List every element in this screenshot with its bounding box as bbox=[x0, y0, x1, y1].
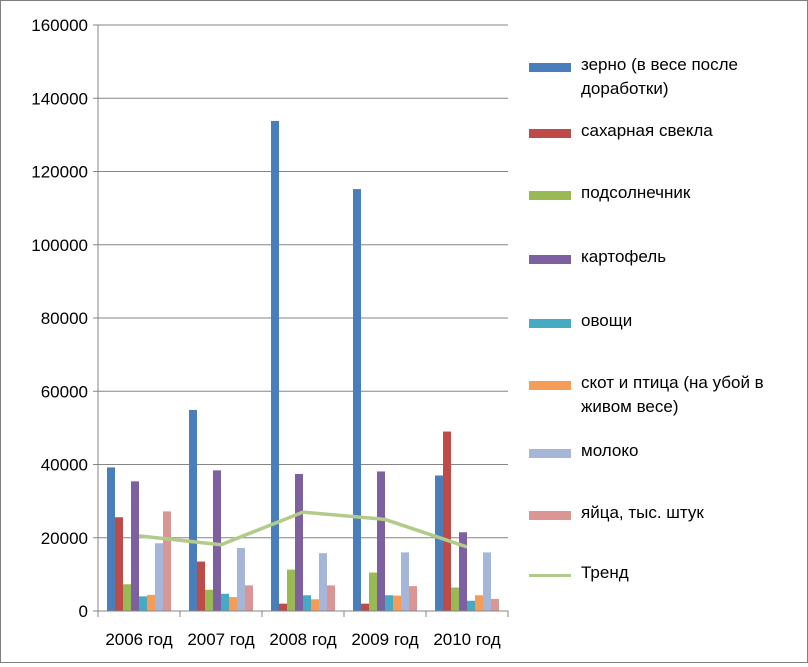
x-tick-label: 2006 год bbox=[105, 630, 172, 649]
bar bbox=[147, 594, 155, 611]
bar bbox=[279, 603, 287, 611]
trend-layer bbox=[138, 510, 468, 549]
legend-item: сахарная свекла bbox=[529, 119, 796, 143]
legend-item: молоко bbox=[529, 439, 796, 463]
y-tick-label: 160000 bbox=[31, 16, 88, 35]
x-tick-label: 2008 год bbox=[269, 630, 336, 649]
bar bbox=[123, 584, 131, 611]
bar bbox=[245, 585, 253, 611]
legend-item: яйца, тыс. штук bbox=[529, 501, 796, 525]
bar bbox=[377, 471, 385, 611]
legend-swatch bbox=[529, 191, 571, 200]
legend-label: Тренд bbox=[581, 563, 629, 582]
bar bbox=[107, 467, 115, 611]
bar bbox=[237, 548, 245, 611]
legend-swatch bbox=[529, 63, 571, 72]
legend-swatch bbox=[529, 449, 571, 458]
legend-label: овощи bbox=[581, 311, 633, 330]
y-tick-label: 120000 bbox=[31, 163, 88, 182]
y-tick-label: 20000 bbox=[41, 529, 88, 548]
bar bbox=[115, 517, 123, 611]
bar bbox=[443, 431, 451, 611]
bar bbox=[131, 481, 139, 611]
bar bbox=[319, 553, 327, 611]
legend-item: картофель bbox=[529, 245, 796, 269]
legend-label: сахарная свекла bbox=[581, 121, 713, 140]
bar bbox=[213, 470, 221, 611]
legend-swatch bbox=[529, 255, 571, 264]
bar bbox=[353, 189, 361, 611]
legend-item: зерно (в весе после доработки) bbox=[529, 53, 796, 101]
trend-line bbox=[138, 510, 468, 549]
bar bbox=[287, 569, 295, 611]
bar bbox=[369, 572, 377, 611]
bar bbox=[205, 589, 213, 611]
bar bbox=[451, 587, 459, 611]
bar bbox=[311, 599, 319, 611]
x-tick-label: 2007 год bbox=[187, 630, 254, 649]
bar bbox=[221, 593, 229, 611]
legend-label: подсолнечник bbox=[581, 183, 691, 202]
bar bbox=[393, 595, 401, 611]
bar bbox=[491, 598, 499, 611]
legend-swatch bbox=[529, 381, 571, 390]
legend-label: зерно (в весе после доработки) bbox=[581, 55, 739, 98]
legend-item: овощи bbox=[529, 309, 796, 333]
bar bbox=[139, 596, 147, 611]
legend-label: молоко bbox=[581, 441, 639, 460]
y-tick-label: 100000 bbox=[31, 236, 88, 255]
legend-label: яйца, тыс. штук bbox=[581, 503, 704, 522]
bar bbox=[229, 597, 237, 611]
bar bbox=[155, 543, 163, 611]
legend-item: Тренд bbox=[529, 561, 796, 585]
bar bbox=[401, 552, 409, 611]
legend-swatch bbox=[529, 129, 571, 138]
bar bbox=[475, 595, 483, 611]
bar bbox=[303, 595, 311, 611]
bars-layer bbox=[107, 120, 499, 612]
chart-plot: 0 20000 40000 60000 80000 100000 120000 140000 1… bbox=[31, 16, 509, 649]
bar bbox=[163, 511, 171, 611]
bar bbox=[361, 603, 369, 611]
x-tick-label: 2009 год bbox=[351, 630, 418, 649]
y-tick-label: 80000 bbox=[41, 309, 88, 328]
y-tick-label: 60000 bbox=[41, 382, 88, 401]
legend-line-swatch bbox=[529, 574, 571, 577]
bar bbox=[467, 600, 475, 611]
bar bbox=[189, 409, 197, 611]
bar bbox=[459, 532, 467, 611]
bar bbox=[271, 120, 279, 612]
y-tick-label: 140000 bbox=[31, 89, 88, 108]
y-tick-label: 0 bbox=[79, 602, 88, 621]
legend-item: скот и птица (на убой в живом весе) bbox=[529, 371, 796, 419]
y-tick-label: 40000 bbox=[41, 456, 88, 475]
legend-swatch bbox=[529, 319, 571, 328]
bar bbox=[327, 585, 335, 611]
bar bbox=[295, 474, 303, 611]
legend-label: скот и птица (на убой в живом весе) bbox=[581, 373, 764, 416]
axis-layer: 0 20000 40000 60000 80000 100000 120000 140000 1… bbox=[31, 16, 509, 649]
x-tick-label: 2010 год bbox=[433, 630, 500, 649]
bar bbox=[385, 595, 393, 611]
bar bbox=[197, 561, 205, 611]
bar bbox=[409, 586, 417, 611]
legend-swatch bbox=[529, 511, 571, 520]
legend-item: подсолнечник bbox=[529, 181, 796, 205]
bar bbox=[483, 552, 491, 611]
bar bbox=[435, 475, 443, 611]
legend-label: картофель bbox=[581, 247, 667, 266]
